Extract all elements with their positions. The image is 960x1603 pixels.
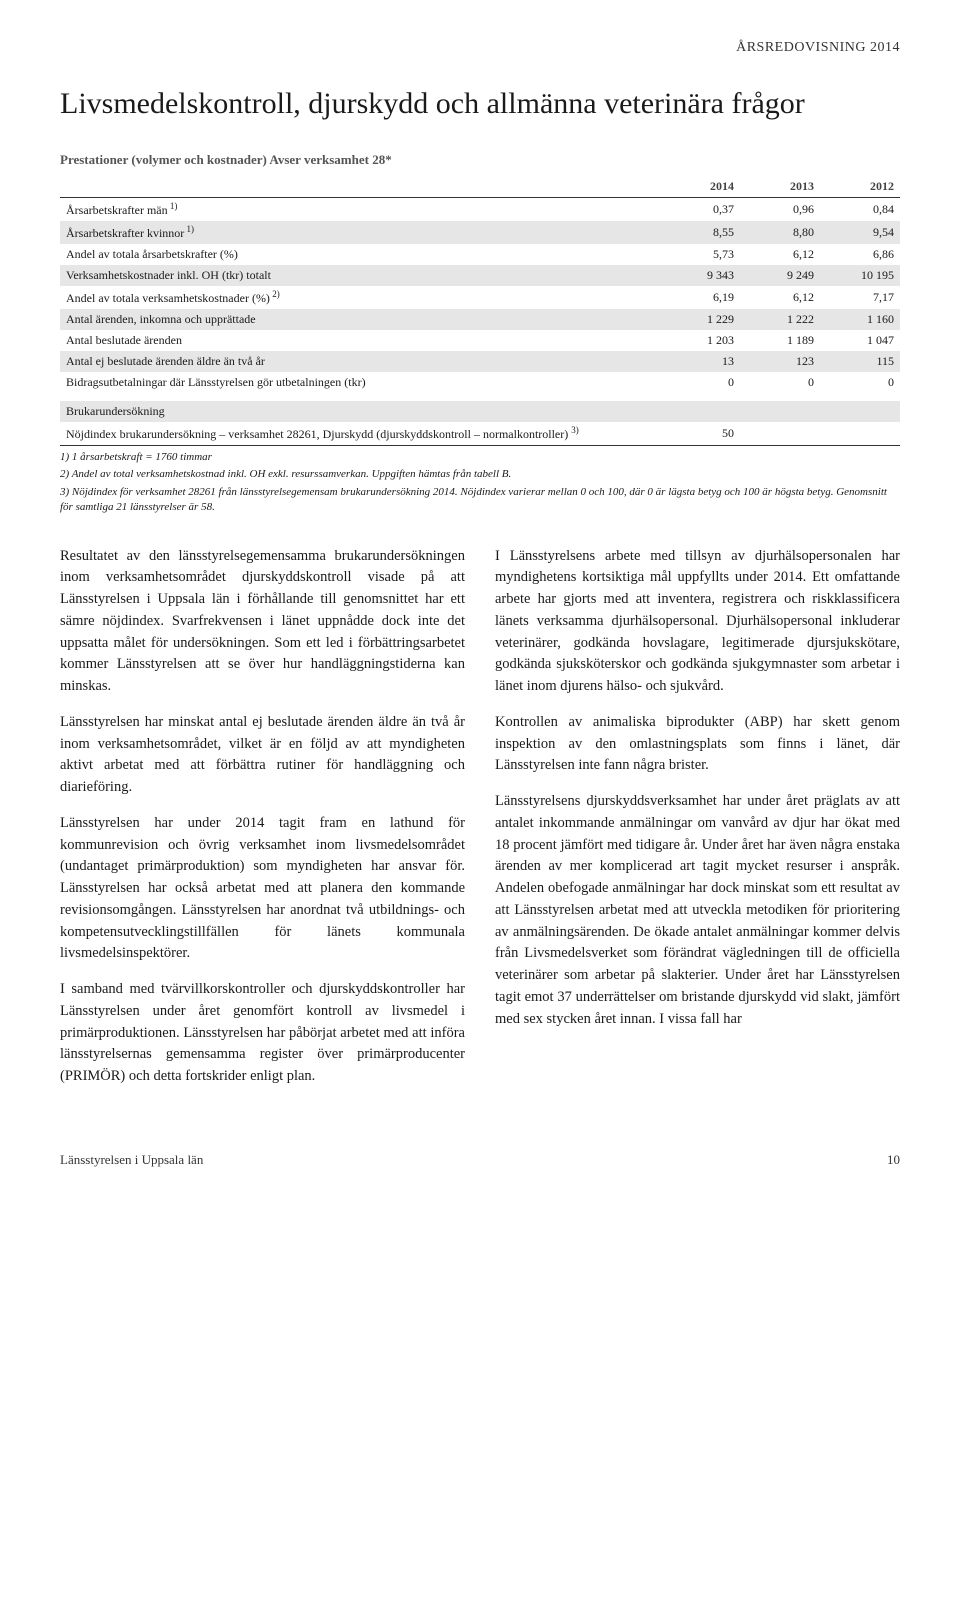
survey-heading: Brukarundersökning xyxy=(60,401,900,422)
body-paragraph: I Länsstyrelsens arbete med tillsyn av d… xyxy=(495,546,900,698)
col-header-label xyxy=(60,176,660,198)
footnote: 2) Andel av total verksamhetskostnad ink… xyxy=(60,467,900,482)
body-paragraph: Länsstyrelsens djurskyddsverksamhet har … xyxy=(495,791,900,1030)
table-row: Andel av totala årsarbetskrafter (%)5,73… xyxy=(60,244,900,265)
table-row: Bidragsutbetalningar där Länsstyrelsen g… xyxy=(60,372,900,393)
body-column-right: I Länsstyrelsens arbete med tillsyn av d… xyxy=(495,546,900,1102)
row-value: 13 xyxy=(660,351,740,372)
row-label: Andel av totala verksamhetskostnader (%)… xyxy=(60,286,660,309)
footnote: 1) 1 årsarbetskraft = 1760 timmar xyxy=(60,450,900,465)
row-value: 9 249 xyxy=(740,265,820,286)
row-value: 123 xyxy=(740,351,820,372)
row-value: 115 xyxy=(820,351,900,372)
row-value: 1 229 xyxy=(660,309,740,330)
row-label: Årsarbetskrafter kvinnor 1) xyxy=(60,221,660,244)
table-row: Verksamhetskostnader inkl. OH (tkr) tota… xyxy=(60,265,900,286)
row-label: Andel av totala årsarbetskrafter (%) xyxy=(60,244,660,265)
body-paragraph: Länsstyrelsen har minskat antal ej beslu… xyxy=(60,712,465,799)
row-value: 1 203 xyxy=(660,330,740,351)
page-title: Livsmedelskontroll, djurskydd och allmän… xyxy=(60,86,900,122)
prestations-table: 2014 2013 2012 Årsarbetskrafter män 1)0,… xyxy=(60,176,900,393)
row-value: 7,17 xyxy=(820,286,900,309)
footer-org: Länsstyrelsen i Uppsala län xyxy=(60,1152,203,1168)
row-value: 6,12 xyxy=(740,286,820,309)
col-header-2013: 2013 xyxy=(740,176,820,198)
body-paragraph: Länsstyrelsen har under 2014 tagit fram … xyxy=(60,813,465,965)
table-row: Antal ärenden, inkomna och upprättade1 2… xyxy=(60,309,900,330)
row-label: Verksamhetskostnader inkl. OH (tkr) tota… xyxy=(60,265,660,286)
body-paragraph: Resultatet av den länsstyrelsegemensamma… xyxy=(60,546,465,698)
table-row: Årsarbetskrafter kvinnor 1)8,558,809,54 xyxy=(60,221,900,244)
table-row: Antal ej beslutade ärenden äldre än två … xyxy=(60,351,900,372)
col-header-2012: 2012 xyxy=(820,176,900,198)
row-value: 1 047 xyxy=(820,330,900,351)
table-caption: Prestationer (volymer och kostnader) Avs… xyxy=(60,152,900,168)
row-label: Antal beslutade ärenden xyxy=(60,330,660,351)
row-value: 9,54 xyxy=(820,221,900,244)
row-value: 0 xyxy=(740,372,820,393)
footer-page-number: 10 xyxy=(887,1152,900,1168)
survey-value: 50 xyxy=(660,422,740,446)
row-value: 0,96 xyxy=(740,198,820,222)
row-label: Antal ärenden, inkomna och upprättade xyxy=(60,309,660,330)
row-value: 6,19 xyxy=(660,286,740,309)
row-label: Bidragsutbetalningar där Länsstyrelsen g… xyxy=(60,372,660,393)
row-value: 10 195 xyxy=(820,265,900,286)
row-value: 1 222 xyxy=(740,309,820,330)
table-footnotes: 1) 1 årsarbetskraft = 1760 timmar 2) Ande… xyxy=(60,450,900,516)
row-value: 8,80 xyxy=(740,221,820,244)
row-value: 0 xyxy=(820,372,900,393)
body-columns: Resultatet av den länsstyrelsegemensamma… xyxy=(60,546,900,1102)
row-value: 0 xyxy=(660,372,740,393)
row-value: 1 189 xyxy=(740,330,820,351)
table-row: Andel av totala verksamhetskostnader (%)… xyxy=(60,286,900,309)
row-label: Årsarbetskrafter män 1) xyxy=(60,198,660,222)
row-label: Antal ej beslutade ärenden äldre än två … xyxy=(60,351,660,372)
body-paragraph: Kontrollen av animaliska biprodukter (AB… xyxy=(495,712,900,777)
row-value: 9 343 xyxy=(660,265,740,286)
row-value: 1 160 xyxy=(820,309,900,330)
body-column-left: Resultatet av den länsstyrelsegemensamma… xyxy=(60,546,465,1102)
row-value: 5,73 xyxy=(660,244,740,265)
col-header-2014: 2014 xyxy=(660,176,740,198)
document-context-header: ÅRSREDOVISNING 2014 xyxy=(60,40,900,56)
row-value: 6,12 xyxy=(740,244,820,265)
survey-empty-1 xyxy=(740,422,820,446)
row-value: 0,37 xyxy=(660,198,740,222)
survey-table: Brukarundersökning Nöjdindex brukarunder… xyxy=(60,401,900,446)
table-row: Antal beslutade ärenden1 2031 1891 047 xyxy=(60,330,900,351)
row-value: 6,86 xyxy=(820,244,900,265)
row-value: 8,55 xyxy=(660,221,740,244)
survey-label: Nöjdindex brukarundersökning – verksamhe… xyxy=(60,422,660,446)
body-paragraph: I samband med tvärvillkorskontroller och… xyxy=(60,979,465,1088)
survey-empty-2 xyxy=(820,422,900,446)
page-footer: Länsstyrelsen i Uppsala län 10 xyxy=(60,1152,900,1168)
table-row: Årsarbetskrafter män 1)0,370,960,84 xyxy=(60,198,900,222)
footnote: 3) Nöjdindex för verksamhet 28261 från l… xyxy=(60,485,900,516)
row-value: 0,84 xyxy=(820,198,900,222)
